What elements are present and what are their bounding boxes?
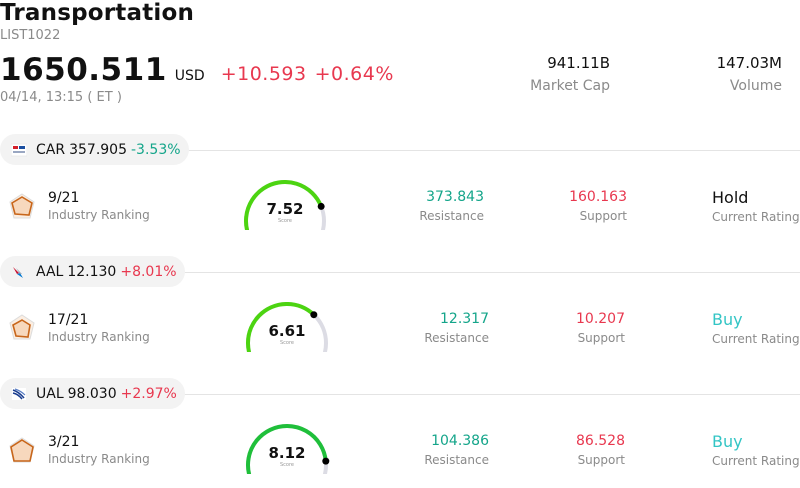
current-rating: Buy Current Rating [712,310,800,346]
stock-price: 12.130 [67,263,117,280]
gauge-score: 6.61 [268,322,306,340]
resistance-label: Resistance [419,209,484,223]
resistance-value: 12.317 [440,311,489,327]
stock-price: 357.905 [69,141,127,158]
support-value: 160.163 [569,189,627,205]
rating-label: Current Rating [712,332,800,346]
price-row: 1650.511 USD +10.593 +0.64% [0,52,394,88]
score-gauge: 6.61 Score [244,302,330,352]
rating-value: Buy [712,310,743,329]
resistance-metric: 373.843 Resistance [419,189,484,223]
timestamp: 04/14, 13:15 ( ET ) [0,90,122,105]
resistance-metric: 104.386 Resistance [424,433,489,467]
stock-symbol: CAR [36,141,66,158]
rating-label: Current Rating [712,210,800,224]
support-value: 86.528 [576,433,625,449]
market-cap-label: Market Cap [530,78,610,94]
stock-pill-car[interactable]: CAR 357.905 -3.53% [0,134,189,165]
page-title: Transportation [0,0,195,26]
support-metric: 86.528 Support [576,433,625,467]
gauge-marker [310,311,318,319]
support-label: Support [577,453,625,467]
support-metric: 160.163 Support [569,189,627,223]
currency-label: USD [174,68,205,84]
index-price: 1650.511 [0,52,167,88]
price-change-percent: +0.64% [314,63,394,85]
resistance-label: Resistance [424,331,489,345]
ranking-label: Industry Ranking [48,330,150,344]
industry-ranking: 17/21 Industry Ranking [48,312,150,344]
ranking-value: 9/21 [48,190,80,206]
gauge-score-label: Score [279,462,294,468]
industry-ranking: 9/21 Industry Ranking [48,190,150,222]
score-gauge: 8.12 Score [244,424,330,474]
support-label: Support [579,209,627,223]
resistance-metric: 12.317 Resistance [424,311,489,345]
current-rating: Hold Current Rating [712,188,800,224]
stock-divider [180,394,800,395]
gauge-marker [317,202,325,210]
gauge-score: 8.12 [268,444,306,462]
stock-price: 98.030 [67,385,117,402]
resistance-value: 373.843 [426,189,484,205]
support-value: 10.207 [576,311,625,327]
resistance-label: Resistance [424,453,489,467]
ranking-label: Industry Ranking [48,452,150,466]
avis-budget-logo-icon [10,141,28,159]
volume-label: Volume [729,78,782,94]
market-cap-stat: 941.11B Market Cap [530,54,610,94]
american-airlines-logo-icon [10,263,28,281]
rating-value: Buy [712,432,743,451]
market-cap-value: 941.11B [547,54,610,72]
ranking-label: Industry Ranking [48,208,150,222]
stock-change: +8.01% [120,263,177,280]
gauge-score: 7.52 [266,200,304,218]
price-change: +10.593 [220,63,307,85]
gauge-fill [245,302,316,352]
ranking-value: 17/21 [48,312,89,328]
volume-value: 147.03M [716,54,782,72]
stock-symbol: AAL [36,263,64,280]
gauge-fill [246,424,328,474]
stock-change: -3.53% [131,141,181,158]
gauge-score-label: Score [279,340,294,346]
stock-divider [180,272,800,273]
gauge-marker [322,457,330,465]
stock-change: +2.97% [120,385,177,402]
industry-radar-icon [9,193,35,219]
industry-radar-icon [9,437,35,463]
volume-stat: 147.03M Volume [717,54,782,94]
stock-divider [180,150,800,151]
united-airlines-logo-icon [10,385,28,403]
gauge-fill [244,180,324,230]
stock-pill-aal[interactable]: AAL 12.130 +8.01% [0,256,185,287]
rating-label: Current Rating [712,454,800,468]
list-code: LIST1022 [0,28,61,43]
support-metric: 10.207 Support [576,311,625,345]
gauge-score-label: Score [277,218,292,224]
stock-symbol: UAL [36,385,64,402]
score-gauge: 7.52 Score [242,180,328,230]
stock-pill-ual[interactable]: UAL 98.030 +2.97% [0,378,185,409]
rating-value: Hold [712,188,749,207]
industry-radar-icon [9,314,35,340]
industry-ranking: 3/21 Industry Ranking [48,434,150,466]
resistance-value: 104.386 [431,433,489,449]
ranking-value: 3/21 [48,434,80,450]
current-rating: Buy Current Rating [712,432,800,468]
support-label: Support [577,331,625,345]
